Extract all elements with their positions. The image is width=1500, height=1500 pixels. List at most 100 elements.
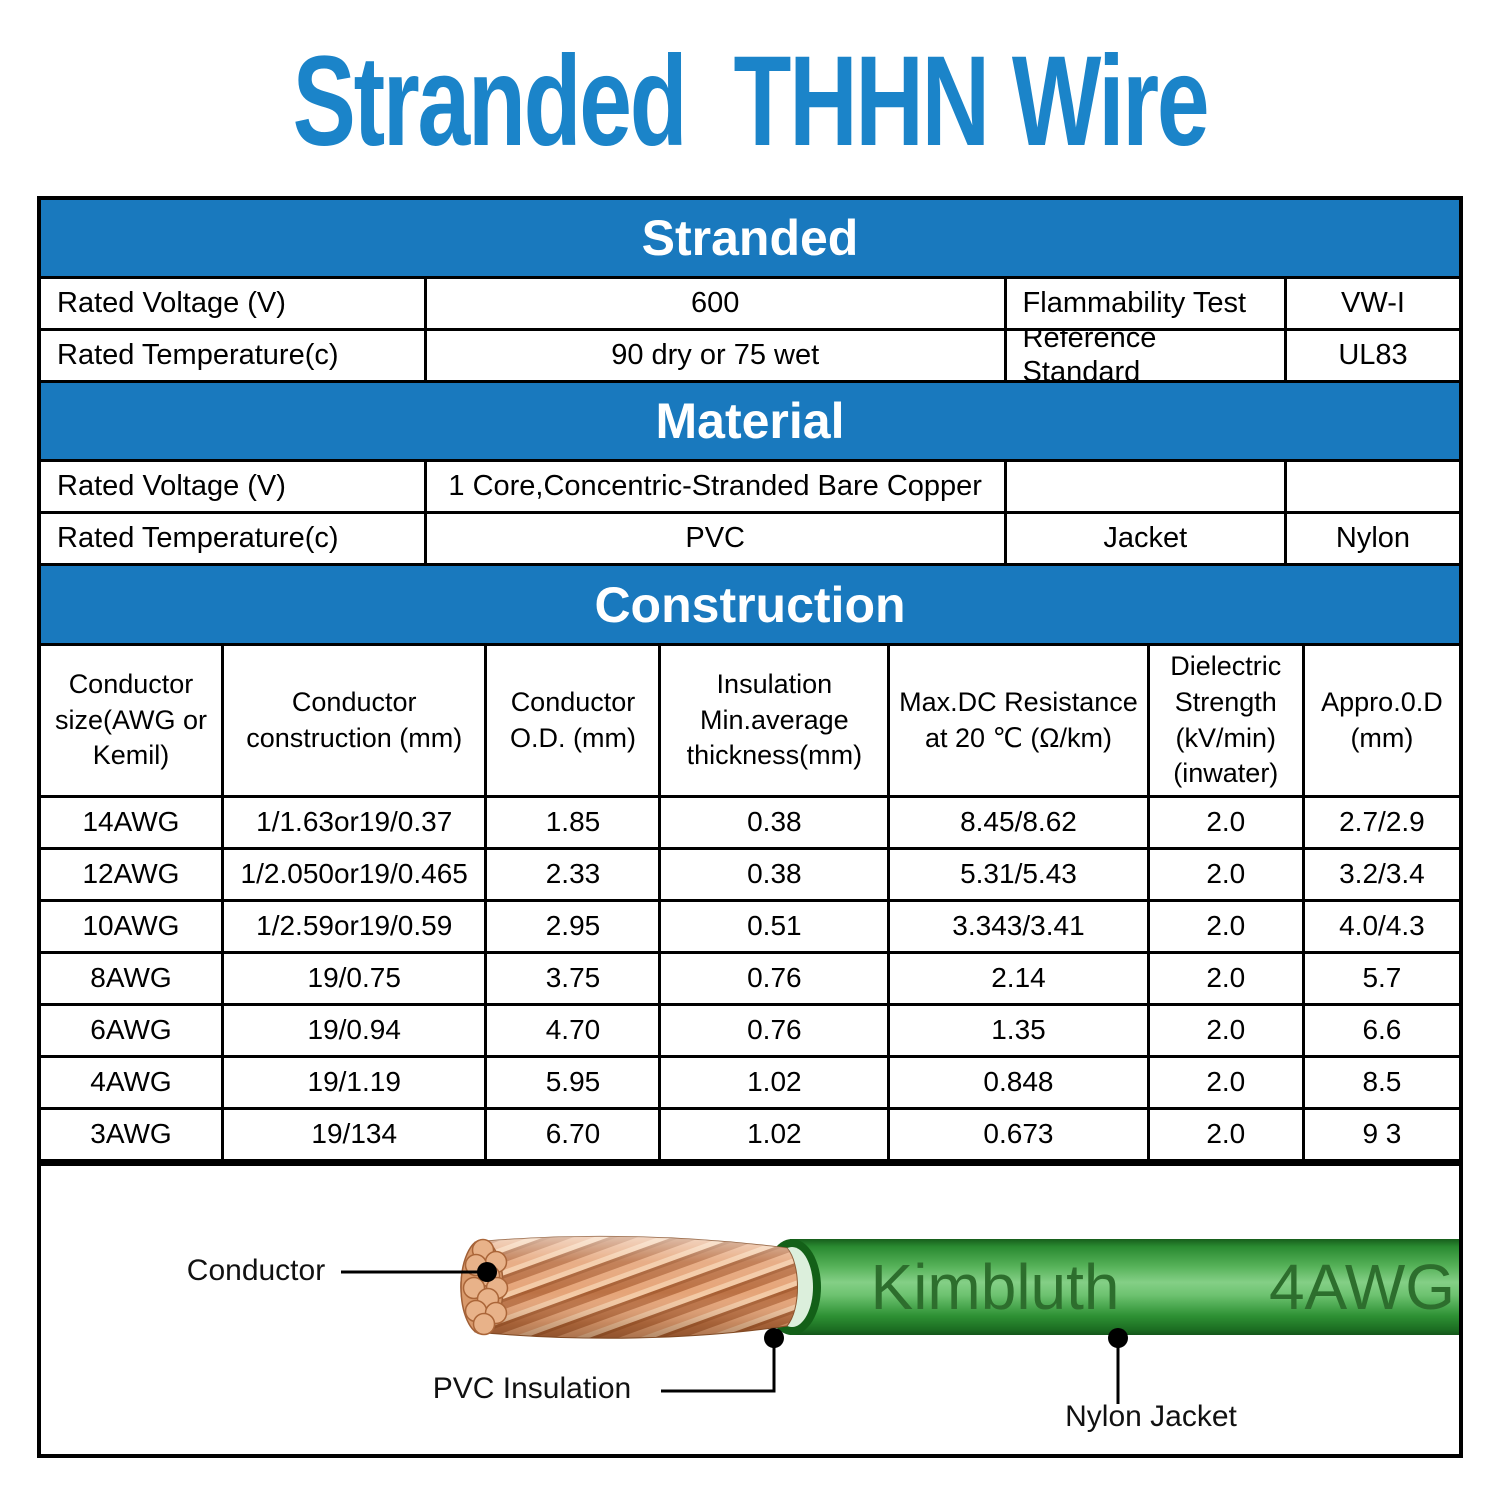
table-cell: 2.7/2.9 (1339, 806, 1425, 838)
table-cell: 10AWG (41, 902, 224, 951)
table-cell: 5.31/5.43 (890, 850, 1150, 899)
table-cell: 1.35 (890, 1006, 1150, 1055)
section-header-stranded: Stranded (41, 200, 1459, 279)
table-row: 6AWG 19/0.94 4.70 0.76 1.35 2.0 6.6 (41, 1006, 1459, 1058)
table-cell: UL83 (1338, 338, 1408, 371)
table-cell: Jacket (1007, 514, 1287, 563)
table-cell: Rated Temperature(c) (41, 514, 427, 563)
table-cell: 3.343/3.41 (890, 902, 1150, 951)
table-cell: 2.0 (1150, 850, 1305, 899)
table-cell: 1.02 (661, 1110, 891, 1159)
table-cell: 6.70 (487, 1110, 662, 1159)
table-cell: Nylon (1335, 521, 1411, 554)
table-cell: 0.51 (661, 902, 891, 951)
table-cell: 2.0 (1150, 1058, 1305, 1107)
spec-table: Stranded Rated Voltage (V) 600 Flammabil… (37, 196, 1463, 1163)
table-cell: 0.673 (890, 1110, 1150, 1159)
table-cell: 12AWG (41, 850, 224, 899)
nylon-callout-dot (1108, 1328, 1128, 1348)
column-header: Conductor O.D. (mm) (487, 646, 662, 795)
table-cell: 4AWG (41, 1058, 224, 1107)
table-row: 14AWG 1/1.63or19/0.37 1.85 0.38 8.45/8.6… (41, 798, 1459, 850)
table-cell: 0.76 (661, 954, 891, 1003)
table-cell: 9 3 (1362, 1118, 1402, 1150)
table-cell: 8.45/8.62 (890, 798, 1150, 847)
table-cell (1287, 462, 1459, 511)
table-cell: 1/1.63or19/0.37 (224, 798, 488, 847)
column-header: Dielectric Strength (kV/min) (inwater) (1150, 646, 1305, 795)
table-row: Rated Voltage (V) 600 Flammability Test … (41, 279, 1459, 331)
label-nylon-jacket: Nylon Jacket (1065, 1400, 1237, 1433)
table-cell: 2.33 (487, 850, 662, 899)
table-cell: 2.0 (1150, 1006, 1305, 1055)
callouts (341, 1262, 1128, 1404)
table-cell: Rated Voltage (V) (41, 279, 427, 328)
table-cell: 5.95 (487, 1058, 662, 1107)
table-cell: 1/2.050or19/0.465 (224, 850, 488, 899)
wire-illustration: Kimbluth 4AWG (341, 1235, 1459, 1404)
table-cell: 0.848 (890, 1058, 1150, 1107)
table-cell: 1.02 (661, 1058, 891, 1107)
table-cell: 2.0 (1150, 798, 1305, 847)
table-cell: 19/0.75 (224, 954, 488, 1003)
table-row: 4AWG 19/1.19 5.95 1.02 0.848 2.0 8.5 (41, 1058, 1459, 1110)
wire-diagram: Kimbluth 4AWG Conductor PVC Insulation N… (37, 1162, 1463, 1458)
table-cell: 4.0/4.3 (1339, 910, 1425, 942)
column-header: Insulation Min.average thickness(mm) (661, 646, 891, 795)
table-cell: 8AWG (41, 954, 224, 1003)
table-row: 3AWG 19/134 6.70 1.02 0.673 2.0 9 3 (41, 1110, 1459, 1159)
table-cell: Reference Standard (1007, 331, 1287, 380)
column-header: Conductor size(AWG or Kemil) (41, 646, 224, 795)
column-header: Conductor construction (mm) (224, 646, 488, 795)
table-cell: 90 dry or 75 wet (427, 331, 1007, 380)
table-cell: 4.70 (487, 1006, 662, 1055)
table-cell: 2.0 (1150, 954, 1305, 1003)
table-cell (1007, 462, 1287, 511)
jacket-print-gauge: 4AWG (1269, 1251, 1455, 1323)
label-conductor: Conductor (186, 1254, 326, 1287)
table-header-row: Conductor size(AWG or Kemil) Conductor c… (41, 646, 1459, 798)
column-header: Max.DC Resistance at 20 ℃ (Ω/km) (890, 646, 1150, 795)
conductor-callout-dot (477, 1262, 497, 1282)
table-cell: 0.38 (661, 850, 891, 899)
page-title: Stranded THHN Wire (292, 30, 1210, 173)
table-cell: 5.7 (1362, 962, 1402, 994)
table-cell: 6.6 (1362, 1014, 1402, 1046)
table-row: 10AWG 1/2.59or19/0.59 2.95 0.51 3.343/3.… (41, 902, 1459, 954)
label-pvc-insulation: PVC Insulation (432, 1372, 632, 1405)
table-cell: 2.0 (1150, 902, 1305, 951)
table-row: 8AWG 19/0.75 3.75 0.76 2.14 2.0 5.7 (41, 954, 1459, 1006)
table-cell: 2.95 (487, 902, 662, 951)
copper-conductor-graphic (460, 1235, 798, 1339)
table-cell: PVC (427, 514, 1007, 563)
section-header-material: Material (41, 383, 1459, 462)
table-cell: 0.76 (661, 1006, 891, 1055)
pvc-callout-dot (764, 1328, 784, 1348)
jacket-print-brand: Kimbluth (871, 1251, 1120, 1323)
table-cell: Flammability Test (1007, 279, 1287, 328)
table-cell: 1/2.59or19/0.59 (224, 902, 488, 951)
table-row: Rated Voltage (V) 1 Core,Concentric-Stra… (41, 462, 1459, 514)
table-cell: 2.14 (890, 954, 1150, 1003)
table-cell: 0.38 (661, 798, 891, 847)
table-cell: 6AWG (41, 1006, 224, 1055)
table-cell: VW-I (1341, 286, 1405, 319)
table-row: 12AWG 1/2.050or19/0.465 2.33 0.38 5.31/5… (41, 850, 1459, 902)
table-cell: 600 (427, 279, 1007, 328)
table-cell: 1 Core,Concentric-Stranded Bare Copper (427, 462, 1007, 511)
table-cell: 19/134 (224, 1110, 488, 1159)
table-cell: 3.2/3.4 (1339, 858, 1425, 890)
table-cell: 1.85 (487, 798, 662, 847)
table-cell: 8.5 (1362, 1066, 1402, 1098)
table-cell: 19/0.94 (224, 1006, 488, 1055)
table-cell: 3AWG (41, 1110, 224, 1159)
pvc-callout-line (661, 1338, 776, 1393)
section-header-construction: Construction (41, 566, 1459, 646)
table-row: Rated Temperature(c) PVC Jacket Nylon (41, 514, 1459, 566)
table-cell: 14AWG (41, 798, 224, 847)
table-cell: 3.75 (487, 954, 662, 1003)
table-cell: 19/1.19 (224, 1058, 488, 1107)
column-header: Appro.0.D (mm) (1321, 686, 1443, 753)
table-cell: Rated Temperature(c) (41, 331, 427, 380)
